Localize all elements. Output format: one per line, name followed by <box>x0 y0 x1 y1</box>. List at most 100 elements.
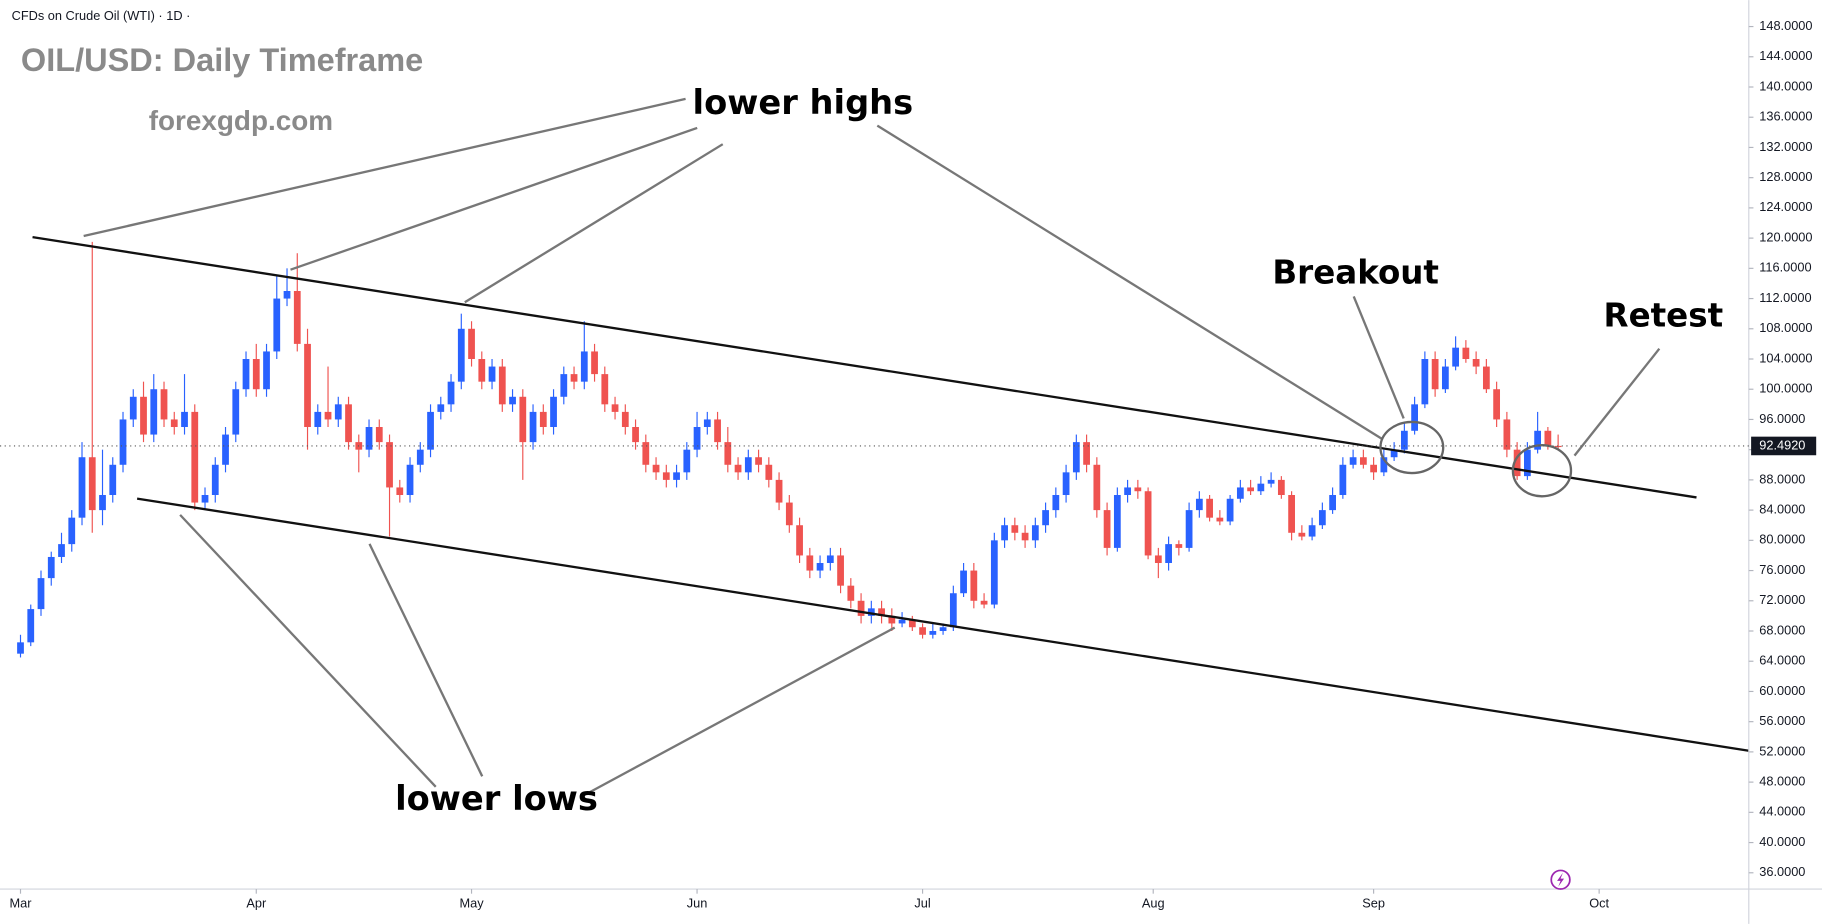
candle-body <box>970 570 978 601</box>
y-tick-label: 40.0000 <box>1759 834 1805 849</box>
y-tick-label: 88.0000 <box>1759 471 1805 486</box>
y-tick-label: 148.0000 <box>1759 18 1812 33</box>
y-tick-label: 128.0000 <box>1759 169 1812 184</box>
breakout-circle <box>1379 420 1445 475</box>
candle-body <box>406 464 414 496</box>
candle-body <box>1308 525 1316 537</box>
candle-body <box>1318 510 1326 526</box>
y-tick-label: 100.0000 <box>1759 381 1812 396</box>
candle-body <box>1001 525 1008 541</box>
alert-icon <box>1550 869 1571 890</box>
candle-body <box>580 351 588 382</box>
candle-body <box>129 396 137 420</box>
candle-body <box>1431 359 1439 390</box>
annotation: lower highs <box>693 83 914 122</box>
candle-body <box>683 449 691 473</box>
candle-body <box>1329 495 1336 511</box>
candle-body <box>478 359 486 382</box>
y-tick-label: 60.0000 <box>1759 683 1805 698</box>
candle-body <box>375 427 383 443</box>
y-tick-label: 108.0000 <box>1759 320 1812 335</box>
upper-trend-line <box>32 236 1697 499</box>
candle-body <box>1503 419 1511 450</box>
candle-body <box>1185 510 1193 548</box>
candle-body <box>1267 479 1275 484</box>
candle-body <box>529 411 537 443</box>
candle-body <box>662 472 670 480</box>
candle-body <box>211 464 219 496</box>
y-tick-label: 136.0000 <box>1759 109 1812 124</box>
price-label-box <box>1751 436 1817 456</box>
pointer <box>368 543 484 777</box>
y-tick-label: 140.0000 <box>1759 78 1812 93</box>
candle-body <box>88 457 96 511</box>
candle-body <box>929 631 937 635</box>
candle-body <box>181 411 188 428</box>
price-label: 92.4920 <box>1759 437 1805 452</box>
candle-body <box>570 374 578 382</box>
candle-body <box>1042 510 1049 526</box>
candle-body <box>1257 483 1265 492</box>
y-tick-label: 64.0000 <box>1759 653 1805 668</box>
y-tick-label: 84.0000 <box>1759 501 1805 516</box>
candle-body <box>519 396 527 443</box>
candle-body <box>1421 359 1429 405</box>
annotation: Retest <box>1604 297 1724 335</box>
annotation: Breakout <box>1272 254 1439 292</box>
candle-body <box>601 374 609 405</box>
candle-body <box>1359 457 1367 465</box>
x-tick-label: Mar <box>10 896 33 911</box>
y-tick-label: 124.0000 <box>1759 199 1812 214</box>
candle-body <box>27 609 35 643</box>
candle-body <box>345 404 352 443</box>
candle-body <box>1452 347 1460 367</box>
y-tick-label: 112.0000 <box>1759 290 1811 305</box>
y-tick-label: 52.0000 <box>1759 743 1805 758</box>
candle-body <box>58 544 65 557</box>
candle-body <box>888 615 896 624</box>
candle-body <box>109 464 117 496</box>
candle-body <box>222 434 229 465</box>
candle-body <box>826 555 834 564</box>
candle-body <box>1247 487 1254 492</box>
y-tick-label: 68.0000 <box>1759 622 1805 637</box>
lower-trend-line <box>136 497 1749 752</box>
y-tick-label: 36.0000 <box>1759 864 1805 879</box>
y-tick-label: 116.0000 <box>1759 260 1811 275</box>
candle-body <box>621 411 629 428</box>
candle-body <box>714 419 721 443</box>
y-tick-label: 76.0000 <box>1759 562 1805 577</box>
candle-body <box>427 411 434 450</box>
candle-body <box>273 298 281 352</box>
retest-circle <box>1511 443 1573 498</box>
candle-body <box>1226 498 1234 522</box>
candle-body <box>1072 442 1080 473</box>
candle-body <box>498 366 506 405</box>
candle-body <box>693 427 701 450</box>
candle-body <box>191 411 199 503</box>
candle-body <box>1175 544 1183 548</box>
candle-body <box>1523 449 1531 477</box>
candle-body <box>806 555 814 571</box>
y-tick-label: 120.0000 <box>1759 229 1812 244</box>
candle-body <box>550 396 557 428</box>
candle-body <box>140 396 147 435</box>
candle-body <box>857 600 865 616</box>
symbol-header: CFDs on Crude Oil (WTI) · 1D · <box>12 8 191 23</box>
candle-body <box>960 570 967 594</box>
candle-body <box>386 442 393 488</box>
candle-body <box>314 411 322 428</box>
y-tick-label: 144.0000 <box>1759 48 1812 63</box>
candle-body <box>1298 532 1306 537</box>
y-tick-label: 132.0000 <box>1759 139 1812 154</box>
candle-body <box>283 291 291 299</box>
candle-body <box>293 291 301 344</box>
candle-body <box>37 578 45 610</box>
candle-body <box>78 457 86 518</box>
candle-body <box>457 328 465 382</box>
y-tick-label: 72.0000 <box>1759 592 1805 607</box>
x-tick-label: May <box>459 896 484 911</box>
